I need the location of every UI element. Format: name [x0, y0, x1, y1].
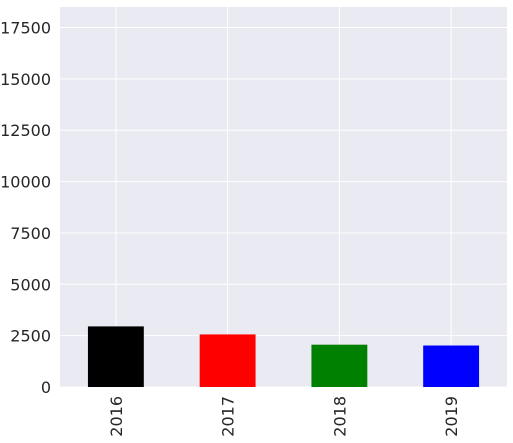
y-tick-label: 5000 [10, 275, 51, 294]
y-tick-label: 12500 [0, 121, 51, 140]
bars [87, 326, 480, 387]
y-tick-label: 2500 [10, 327, 51, 346]
bar-2018 [311, 344, 368, 387]
x-tick-label: 2019 [442, 396, 461, 437]
bar-2019 [423, 345, 480, 387]
y-tick-label: 10000 [0, 173, 51, 192]
y-tick-label: 7500 [10, 224, 51, 243]
bar-2017 [199, 334, 256, 387]
bar-2016 [87, 326, 144, 387]
x-tick-label: 2016 [107, 396, 126, 437]
y-tick-label: 17500 [0, 19, 51, 38]
x-tick-label: 2018 [330, 396, 349, 437]
plot-area [60, 7, 507, 387]
y-axis-ticks: 0 2500 5000 7500 10000 12500 15000 17500 [0, 19, 51, 397]
y-tick-label: 15000 [0, 70, 51, 89]
x-axis-ticks: 2016 2017 2018 2019 [107, 396, 461, 437]
x-tick-label: 2017 [219, 396, 238, 437]
y-tick-label: 0 [41, 378, 51, 397]
grid-lines [60, 7, 507, 388]
